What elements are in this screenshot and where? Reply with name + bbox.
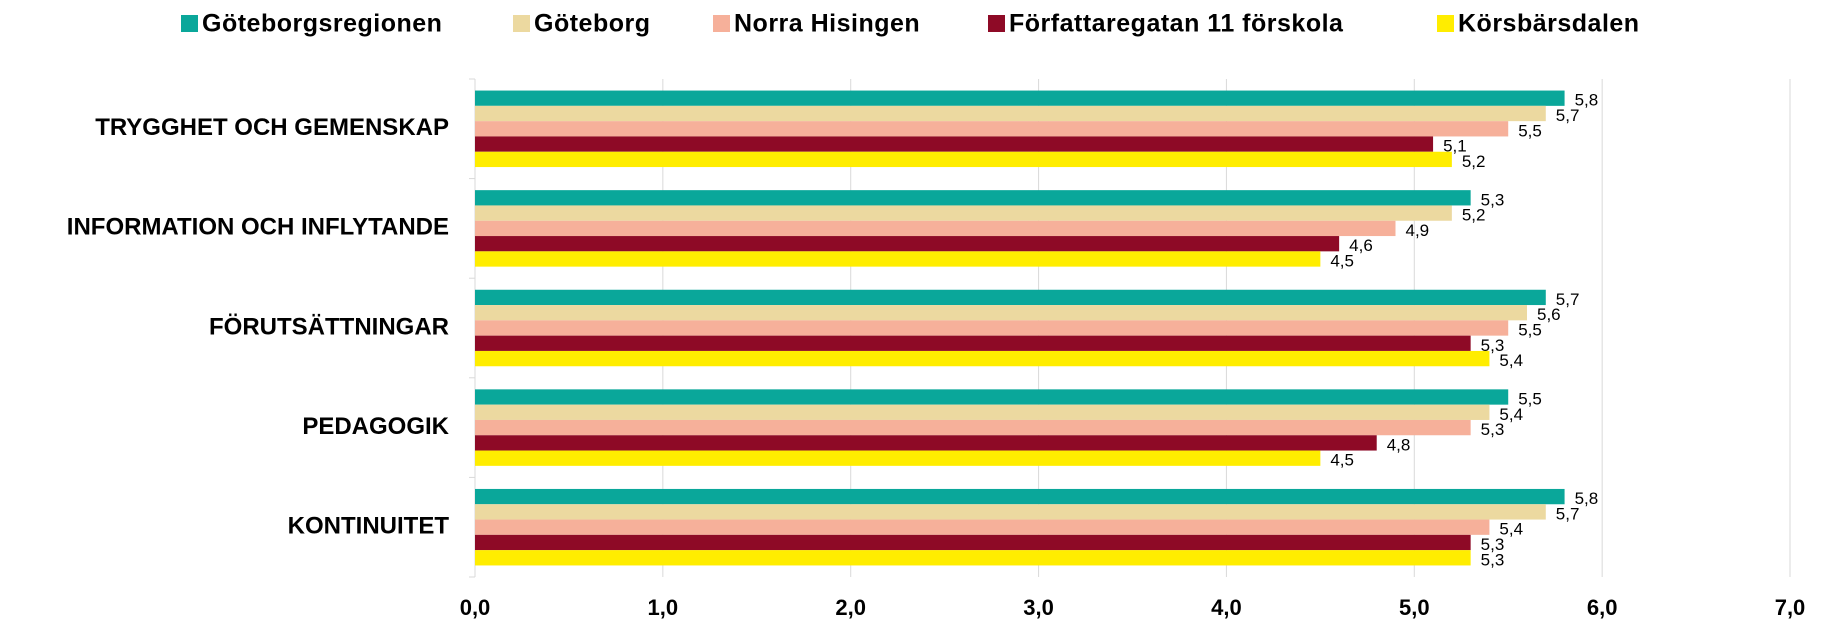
value-label: 4,6 (1349, 236, 1373, 255)
bar (475, 519, 1490, 535)
category-label: KONTINUITET (288, 513, 450, 540)
legend-label: Körsbärsdalen (1458, 10, 1640, 38)
value-label: 5,3 (1481, 420, 1505, 439)
value-label: 5,2 (1462, 206, 1486, 225)
bar (475, 289, 1546, 306)
legend-label: Författaregatan 11 förskola (1009, 10, 1344, 38)
legend-swatch (988, 15, 1005, 32)
bar (475, 350, 1490, 367)
bar (475, 251, 1321, 267)
value-label: 5,6 (1537, 305, 1561, 324)
category-label: PEDAGOGIK (302, 413, 449, 440)
value-label: 4,5 (1330, 251, 1354, 270)
bar (475, 450, 1321, 466)
value-label: 5,4 (1499, 405, 1523, 424)
bar (475, 550, 1471, 566)
value-label: 5,3 (1481, 190, 1505, 209)
bar (475, 205, 1452, 221)
value-label: 5,2 (1462, 152, 1486, 171)
bar (475, 435, 1377, 451)
legend-swatch (713, 15, 730, 32)
value-label: 5,7 (1556, 290, 1580, 309)
value-label: 5,3 (1481, 336, 1505, 355)
bar (475, 190, 1471, 206)
bar (475, 305, 1527, 321)
value-label: 5,1 (1443, 137, 1467, 156)
bar (475, 136, 1434, 152)
value-label: 5,3 (1481, 550, 1505, 569)
bar (475, 504, 1546, 520)
value-label: 5,4 (1499, 351, 1523, 370)
value-label: 5,5 (1518, 320, 1542, 339)
bar (475, 121, 1509, 137)
x-tick-label: 3,0 (1023, 595, 1054, 620)
value-label: 5,7 (1556, 106, 1580, 125)
value-label: 5,8 (1575, 91, 1599, 110)
legend-swatch (513, 15, 530, 32)
legend-swatch (1437, 15, 1454, 32)
bar (475, 151, 1452, 168)
bar (475, 404, 1490, 420)
value-label: 4,9 (1406, 221, 1430, 240)
value-label: 5,8 (1575, 489, 1599, 508)
x-tick-label: 7,0 (1775, 595, 1806, 620)
category-label: INFORMATION OCH INFLYTANDE (67, 214, 449, 241)
bar (475, 236, 1340, 252)
x-tick-label: 6,0 (1587, 595, 1618, 620)
value-label: 5,7 (1556, 504, 1580, 523)
legend-label: Göteborgsregionen (202, 10, 442, 38)
category-label: FÖRUTSÄTTNINGAR (209, 313, 449, 340)
x-tick-label: 1,0 (648, 595, 679, 620)
value-label: 5,5 (1518, 121, 1542, 140)
bar (475, 419, 1471, 436)
legend-label: Göteborg (534, 10, 651, 38)
bar (475, 220, 1396, 237)
bar (475, 105, 1546, 122)
value-label: 5,4 (1499, 520, 1523, 539)
value-label: 5,5 (1518, 389, 1542, 408)
x-tick-label: 4,0 (1211, 595, 1242, 620)
value-label: 5,3 (1481, 535, 1505, 554)
legend-swatch (181, 15, 198, 32)
x-tick-label: 2,0 (835, 595, 866, 620)
category-label: TRYGGHET OCH GEMENSKAP (95, 114, 449, 141)
x-tick-label: 5,0 (1399, 595, 1430, 620)
value-label: 4,5 (1330, 451, 1354, 470)
bar (475, 389, 1509, 405)
bar (475, 320, 1509, 336)
value-label: 4,8 (1387, 435, 1411, 454)
legend-label: Norra Hisingen (734, 10, 920, 38)
bar (475, 534, 1471, 551)
bar (475, 335, 1471, 351)
bar (475, 488, 1565, 505)
x-tick-label: 0,0 (460, 595, 491, 620)
bar (475, 90, 1565, 106)
